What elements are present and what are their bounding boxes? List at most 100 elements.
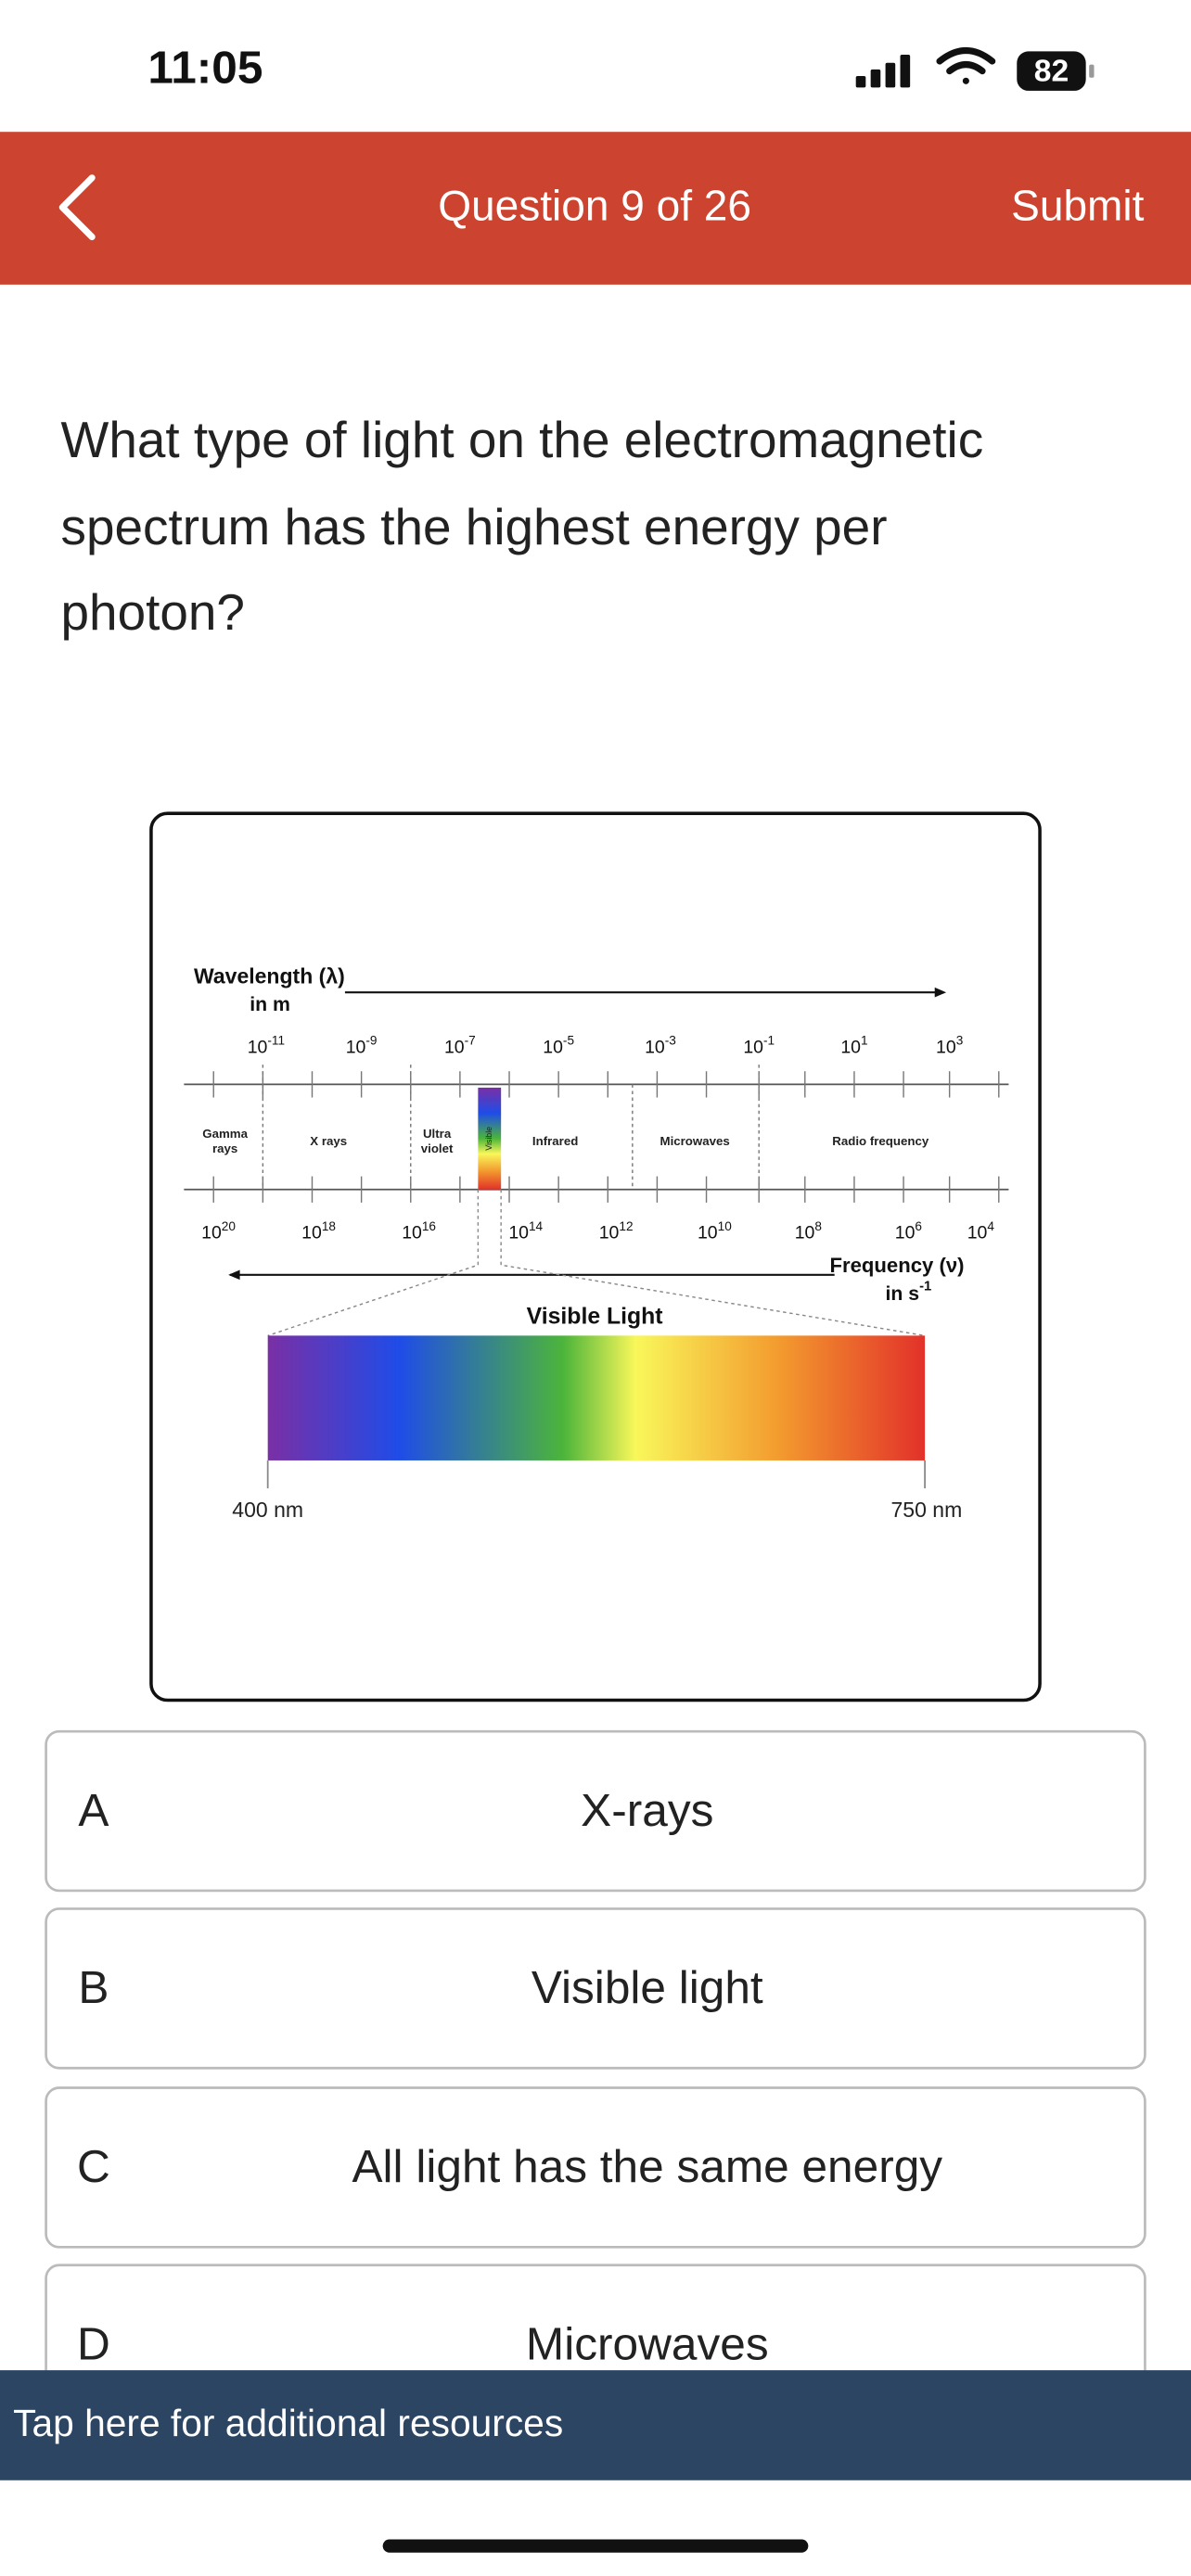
visible-strip <box>478 1087 502 1190</box>
option-card[interactable] <box>45 2086 1146 2249</box>
home-indicator <box>382 2539 809 2553</box>
question-line: spectrum has the highest energy per <box>61 498 888 555</box>
frequency-unit: in s-1 <box>885 1280 931 1305</box>
header-title: Question 9 of 26 <box>438 182 751 230</box>
wavelength-tick-label-base: 10 <box>248 1038 268 1058</box>
visible-strip-label: Visible <box>484 1127 493 1151</box>
wavelength-unit: in m <box>250 993 290 1015</box>
frequency-tick-label-exponent: 4 <box>987 1218 994 1232</box>
wavelength-tick-label-exponent: -3 <box>665 1033 676 1047</box>
frequency-tick-label: 1016 <box>402 1218 436 1243</box>
frequency-unit-exponent: -1 <box>919 1280 931 1294</box>
options: A X-rays B Visible light C All light has the … <box>45 1729 1146 2426</box>
frequency-tick-label: 106 <box>895 1218 922 1243</box>
wavelength-tick-label: 10-7 <box>444 1033 476 1057</box>
frequency-tick-label-base: 10 <box>301 1223 322 1243</box>
wavelength-tick-label-exponent: -1 <box>763 1033 775 1047</box>
option-card[interactable] <box>45 1907 1146 2070</box>
band-label: Ultra <box>423 1127 452 1141</box>
question: What type of light on the electromagneti… <box>61 411 984 641</box>
option-text[interactable]: All light has the same energy <box>352 2140 942 2192</box>
frequency-tick-label: 1018 <box>301 1218 336 1243</box>
wavelength-tick-label-base: 10 <box>444 1038 465 1058</box>
visible-end: 750 nm <box>890 1498 962 1522</box>
band-label: Infrared <box>532 1134 578 1148</box>
zoom-lines <box>267 1189 926 1337</box>
figure-frame <box>149 811 1042 1702</box>
frequency-tick-label-base: 10 <box>508 1223 529 1243</box>
frequency-tick-label-exponent: 16 <box>422 1218 436 1232</box>
wavelength-tick-label-exponent: -5 <box>563 1033 574 1047</box>
question-line: photon? <box>61 583 245 641</box>
frequency-tick-label-exponent: 18 <box>322 1218 336 1232</box>
visible-spectrum <box>267 1335 926 1460</box>
back-button[interactable] <box>58 174 96 241</box>
spectrum-diagram: Wavelength (λ) in m Frequency (ν) Visibl… <box>184 963 1009 1522</box>
frequency-tick-label-base: 10 <box>599 1223 620 1243</box>
wavelength-tick-label-base: 10 <box>936 1038 956 1058</box>
wavelength-tick-label-exponent: -11 <box>267 1033 285 1047</box>
option-letter: A <box>78 1784 109 1836</box>
frequency-tick-label-base: 10 <box>201 1223 222 1243</box>
frequency-tick-label-base: 10 <box>402 1223 422 1243</box>
option-card[interactable] <box>45 1729 1146 1893</box>
frequency-tick-label-exponent: 8 <box>814 1218 822 1232</box>
submit-button[interactable]: Submit <box>1011 182 1144 230</box>
visible-title: Visible Light <box>527 1304 663 1329</box>
arrow-head <box>934 987 947 998</box>
frequency-tick-label-base: 10 <box>895 1223 916 1243</box>
frequency-tick-label: 1014 <box>508 1218 543 1243</box>
frequency-tick-label-exponent: 12 <box>619 1218 633 1232</box>
band-label: Microwaves <box>660 1134 730 1148</box>
wifi-icon <box>936 47 996 84</box>
wavelength-tick-label: 103 <box>936 1033 963 1057</box>
band-label: rays <box>212 1141 237 1155</box>
wavelength-tick-label: 10-5 <box>543 1033 574 1057</box>
frequency-tick-label: 104 <box>967 1218 995 1243</box>
battery-nub <box>1089 64 1095 78</box>
option-letter: B <box>78 1961 109 2013</box>
wavelength-tick-label-exponent: 3 <box>956 1033 964 1047</box>
frequency-tick-label: 1020 <box>201 1218 236 1243</box>
frequency-unit-base: in s <box>885 1282 919 1305</box>
signal-icon <box>855 54 911 88</box>
frequency-tick-label: 1010 <box>698 1218 732 1243</box>
frequency-tick-label-exponent: 6 <box>915 1218 922 1232</box>
wavelength-tick-label-base: 10 <box>543 1038 563 1058</box>
option-text[interactable]: X-rays <box>581 1784 713 1836</box>
wavelength-tick-label-base: 10 <box>840 1038 861 1058</box>
visible-start: 400 nm <box>232 1498 303 1522</box>
frequency-tick-label-base: 10 <box>967 1223 988 1243</box>
frequency-tick-label: 108 <box>795 1218 822 1243</box>
option-text[interactable]: Visible light <box>531 1961 763 2013</box>
wavelength-tick-label: 10-3 <box>645 1033 676 1057</box>
wavelength-tick-label-base: 10 <box>743 1038 763 1058</box>
resources-link[interactable]: Tap here for additional resources <box>13 2402 563 2444</box>
wavelength-tick-label: 101 <box>840 1033 867 1057</box>
option-text[interactable]: Microwaves <box>526 2317 769 2369</box>
wavelength-tick-label-base: 10 <box>346 1038 366 1058</box>
option-letter: C <box>77 2140 110 2192</box>
wavelength-tick-label-exponent: 1 <box>861 1033 868 1047</box>
band-label: X rays <box>310 1134 347 1148</box>
frequency-tick-label-exponent: 20 <box>222 1218 237 1232</box>
wavelength-title: Wavelength (λ) <box>194 963 345 988</box>
wavelength-tick-label-exponent: -7 <box>465 1033 476 1047</box>
band-label: Gamma <box>202 1127 248 1141</box>
frequency-tick-label-exponent: 10 <box>718 1218 733 1232</box>
arrow-head <box>228 1269 240 1281</box>
header-bar <box>0 132 1191 285</box>
battery-icon <box>1017 51 1086 91</box>
band-label: Radio frequency <box>832 1134 929 1148</box>
wavelength-tick-label: 10-11 <box>248 1033 285 1057</box>
frequency-title: Frequency (ν) <box>829 1254 964 1277</box>
band-label: violet <box>421 1141 454 1155</box>
frequency-tick-label: 1012 <box>599 1218 634 1243</box>
wavelength-tick-label: 10-1 <box>743 1033 775 1057</box>
status-time: 11:05 <box>147 42 263 94</box>
option-letter: D <box>77 2317 110 2369</box>
resources-bar[interactable] <box>0 2370 1191 2480</box>
frequency-tick-label-base: 10 <box>698 1223 718 1243</box>
